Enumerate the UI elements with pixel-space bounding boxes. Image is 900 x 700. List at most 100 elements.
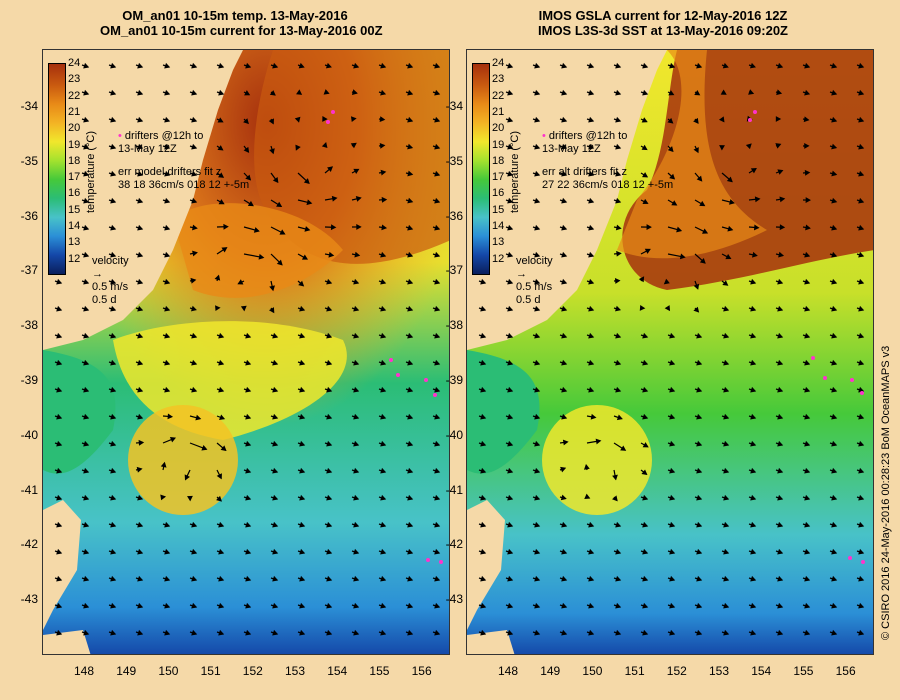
- current-arrowhead: [191, 332, 198, 339]
- current-arrowhead: [217, 145, 224, 151]
- current-arrowhead: [301, 254, 309, 260]
- current-arrowhead: [831, 494, 838, 501]
- current-arrowhead: [777, 332, 784, 339]
- current-arrowhead: [407, 629, 414, 636]
- current-arrowhead: [831, 278, 838, 285]
- current-arrowhead: [507, 521, 514, 528]
- current-arrowhead: [507, 305, 514, 312]
- current-arrowhead: [642, 359, 649, 366]
- current-arrowhead: [858, 494, 865, 501]
- current-arrowhead: [164, 89, 171, 96]
- current-arrowhead: [354, 251, 361, 258]
- current-arrowhead: [588, 305, 595, 312]
- current-arrowhead: [561, 251, 568, 258]
- current-arrowhead: [258, 253, 265, 260]
- current-arrowhead: [507, 197, 514, 204]
- latitude-tick-label: -36: [445, 208, 463, 223]
- australia-land: [467, 50, 667, 350]
- current-arrowhead: [272, 332, 279, 339]
- current-arrowhead: [407, 548, 414, 555]
- current-arrowhead: [669, 602, 676, 609]
- current-arrowhead: [434, 521, 441, 528]
- current-arrowhead: [110, 116, 117, 123]
- current-arrowhead: [858, 170, 865, 177]
- current-arrowhead: [642, 575, 649, 582]
- colorbar-tick-label: 13: [68, 236, 81, 249]
- current-arrowhead: [380, 305, 387, 312]
- current-arrowhead: [326, 521, 333, 528]
- current-arrowhead: [590, 413, 597, 420]
- current-arrowhead: [299, 548, 306, 555]
- right-map-svg: [467, 50, 873, 654]
- current-arrowhead: [507, 629, 514, 636]
- longitude-tick-label: 151: [624, 664, 645, 678]
- right-velocity-legend: velocity → 0.5 m/s 0.5 d: [516, 255, 553, 306]
- current-arrowhead: [353, 629, 360, 636]
- current-arrowhead: [218, 359, 225, 366]
- current-arrowhead: [858, 467, 865, 474]
- current-arrowhead: [615, 143, 622, 150]
- current-arrowhead: [407, 278, 414, 285]
- current-arrowhead: [191, 521, 198, 528]
- current-arrowhead: [353, 575, 360, 582]
- current-arrowhead: [137, 305, 144, 312]
- current-arrowhead: [272, 413, 279, 420]
- current-arrowhead: [407, 494, 414, 501]
- current-arrowhead: [353, 413, 360, 420]
- current-arrowhead: [299, 305, 306, 312]
- longitude-tick-label: 156: [835, 664, 856, 678]
- right-map-panel[interactable]: [466, 49, 874, 655]
- current-arrowhead: [245, 440, 252, 447]
- current-arrowhead: [272, 521, 279, 528]
- current-arrowhead: [750, 386, 757, 393]
- current-arrowhead: [272, 467, 279, 474]
- current-arrowhead: [777, 629, 784, 636]
- current-arrowhead: [407, 89, 414, 96]
- current-arrowhead: [561, 629, 568, 636]
- current-arrowhead: [615, 197, 622, 204]
- current-arrowhead: [137, 170, 144, 177]
- current-arrowhead: [137, 197, 144, 204]
- current-arrowhead: [723, 332, 730, 339]
- current-arrowhead: [56, 359, 63, 366]
- current-arrowhead: [192, 224, 198, 231]
- current-arrowhead: [615, 224, 622, 231]
- current-arrowhead: [641, 144, 648, 151]
- longitude-tick-label: 156: [411, 664, 432, 678]
- current-arrowhead: [588, 170, 595, 177]
- current-arrowhead: [110, 467, 117, 474]
- current-arrowhead: [753, 224, 760, 231]
- current-arrowhead: [245, 494, 252, 501]
- current-arrowhead: [110, 62, 117, 69]
- current-arrowhead: [137, 602, 144, 609]
- current-arrowhead: [380, 89, 387, 96]
- current-arrowhead: [588, 575, 595, 582]
- current-arrowhead: [534, 629, 541, 636]
- current-arrowhead: [804, 169, 811, 176]
- current-arrowhead: [507, 440, 514, 447]
- current-arrowhead: [723, 548, 730, 555]
- current-arrowhead: [775, 143, 782, 149]
- left-map-panel[interactable]: [42, 49, 450, 655]
- current-arrowhead: [272, 440, 279, 447]
- longitude-tick-label: 154: [751, 664, 772, 678]
- current-arrowhead: [858, 575, 865, 582]
- current-arrowhead: [723, 386, 730, 393]
- current-arrowhead: [245, 359, 252, 366]
- current-arrowhead: [380, 332, 387, 339]
- current-arrowhead: [831, 440, 838, 447]
- current-arrowhead: [534, 170, 541, 177]
- current-arrowhead: [507, 62, 514, 69]
- current-arrowhead: [215, 305, 221, 312]
- current-arrowhead: [83, 143, 90, 150]
- current-arrowhead: [190, 305, 197, 312]
- current-arrowhead: [294, 116, 301, 123]
- current-arrowhead: [110, 251, 117, 258]
- current-arrowhead: [534, 89, 541, 96]
- current-arrowhead: [434, 197, 441, 204]
- current-arrowhead: [507, 467, 514, 474]
- latitude-tick-label: -43: [445, 592, 463, 607]
- latitude-tick-label: -41: [445, 482, 463, 497]
- current-arrowhead: [214, 274, 221, 281]
- velocity-arrow-icon: →: [92, 268, 103, 280]
